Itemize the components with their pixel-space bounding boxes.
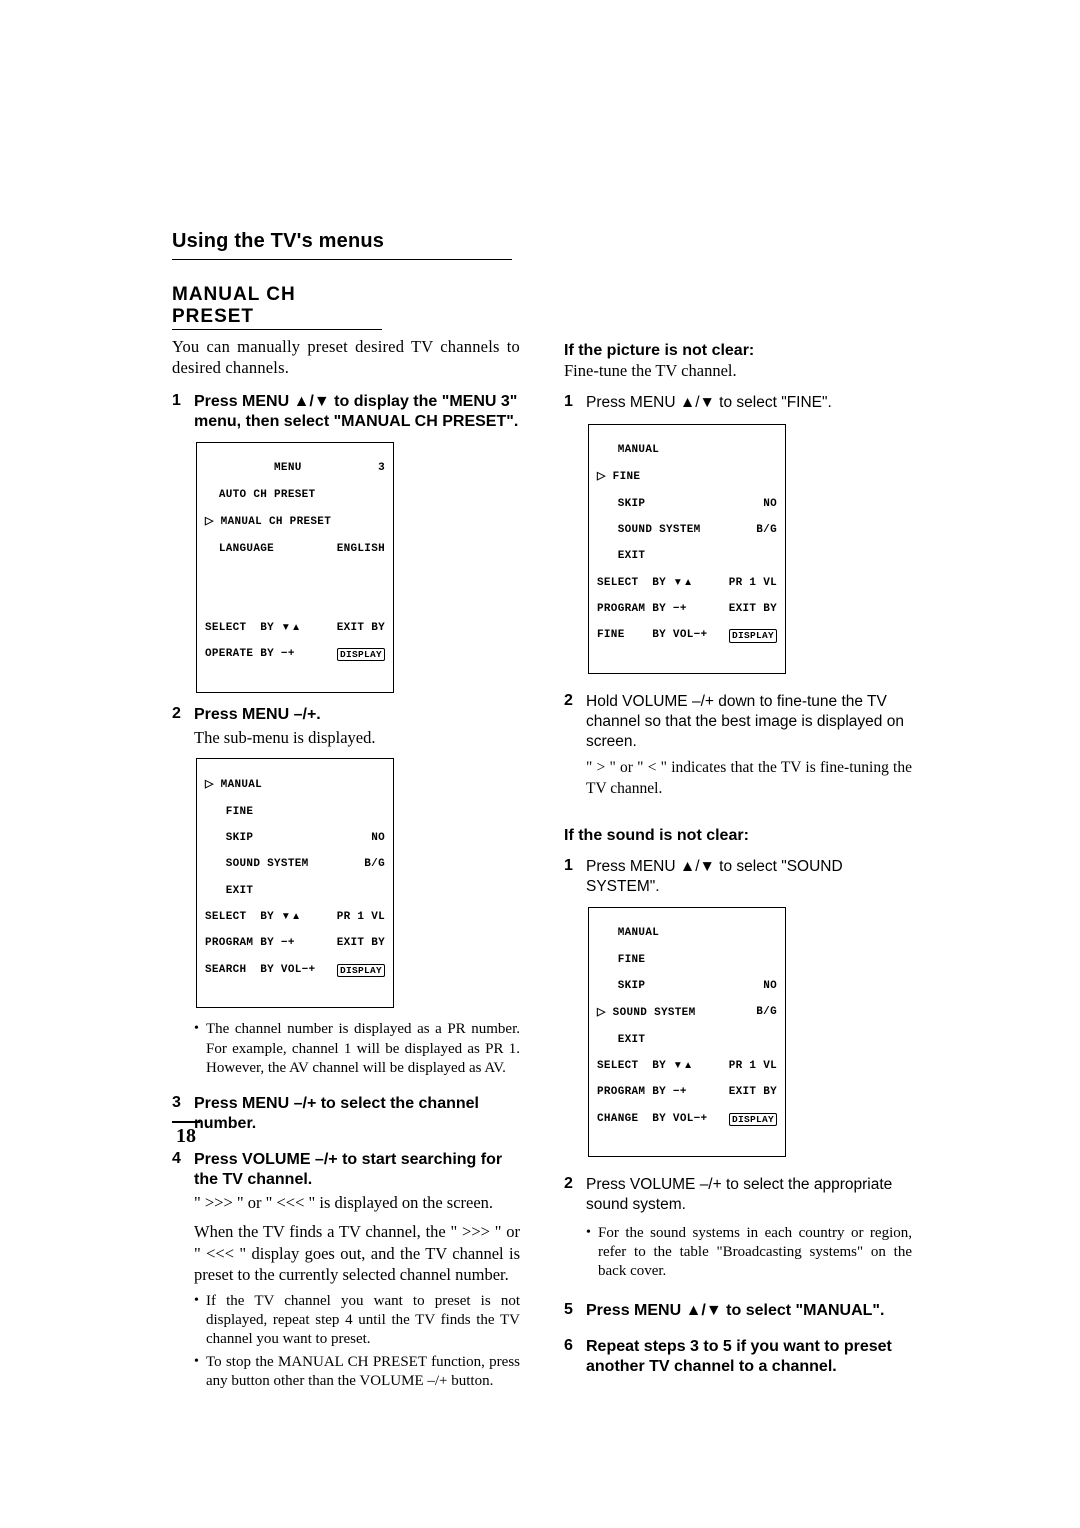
right-step-2b-text: " > " or " < " indicates that the TV is …	[586, 758, 912, 798]
section-title: Using the TV's menus	[172, 230, 512, 260]
step-4: 4 Press VOLUME –/+ to start searching fo…	[172, 1150, 520, 1396]
step-number: 4	[172, 1150, 194, 1396]
bullet-item: If the TV channel you want to preset is …	[194, 1292, 520, 1350]
osd-fine: MANUAL ▷ FINE SKIPNO SOUND SYSTEMB/G EXI…	[588, 424, 786, 674]
step-2-text: The sub-menu is displayed.	[194, 727, 520, 748]
right-step-2-text: Hold VOLUME –/+ down to fine-tune the TV…	[586, 692, 912, 752]
left-column: You can manually preset desired TV chann…	[172, 336, 520, 1406]
step-2: 2 Press MENU –/+. The sub-menu is displa…	[172, 705, 520, 748]
step-number: 5	[564, 1301, 586, 1321]
step-6-title: Repeat steps 3 to 5 if you want to prese…	[586, 1337, 912, 1377]
step-1: 1 Press MENU ▲/▼ to display the "MENU 3"…	[172, 392, 520, 432]
right-step-4: 2 Press VOLUME –/+ to select the appropr…	[564, 1175, 912, 1285]
manual-page: Using the TV's menus MANUAL CH PRESET Yo…	[0, 0, 1080, 1406]
right-step-4-text: Press VOLUME –/+ to select the appropria…	[586, 1175, 912, 1215]
bullet-item: To stop the MANUAL CH PRESET function, p…	[194, 1353, 520, 1391]
step-2-bullets: The channel number is displayed as a PR …	[194, 1020, 520, 1078]
right-step-4-bullets: For the sound systems in each country or…	[586, 1224, 912, 1282]
page-number: 18	[172, 1121, 200, 1148]
intro-text: You can manually preset desired TV chann…	[172, 336, 520, 378]
step-number: 6	[564, 1337, 586, 1377]
step-number: 2	[172, 705, 194, 748]
osd-sound-system: MANUAL FINE SKIPNO ▷ SOUND SYSTEMB/G EXI…	[588, 907, 786, 1157]
bullet-item: For the sound systems in each country or…	[586, 1224, 912, 1282]
step-number: 1	[564, 857, 586, 897]
step-number: 1	[564, 393, 586, 413]
picture-not-clear-text: Fine-tune the TV channel.	[564, 360, 912, 381]
step-5: 5 Press MENU ▲/▼ to select "MANUAL".	[564, 1301, 912, 1321]
step-4-bullets: If the TV channel you want to preset is …	[194, 1292, 520, 1392]
step-4-p1: " >>> " or " <<< " is displayed on the s…	[194, 1192, 520, 1213]
right-step-2: 2 Hold VOLUME –/+ down to fine-tune the …	[564, 692, 912, 799]
osd-menu-3: MENU3 AUTO CH PRESET ▷ MANUAL CH PRESET …	[196, 442, 394, 692]
step-3-title: Press MENU –/+ to select the channel num…	[194, 1094, 520, 1134]
step-1-title: Press MENU ▲/▼ to display the "MENU 3" m…	[194, 392, 520, 432]
main-heading: MANUAL CH PRESET	[172, 284, 382, 330]
step-4-p2: When the TV finds a TV channel, the " >>…	[194, 1221, 520, 1285]
bullet-item: The channel number is displayed as a PR …	[194, 1020, 520, 1078]
right-step-1: 1 Press MENU ▲/▼ to select "FINE".	[564, 393, 912, 413]
picture-not-clear-heading: If the picture is not clear:	[564, 342, 912, 360]
sound-not-clear-heading: If the sound is not clear:	[564, 827, 912, 845]
right-step-1-text: Press MENU ▲/▼ to select "FINE".	[586, 393, 912, 413]
step-4-title: Press VOLUME –/+ to start searching for …	[194, 1150, 520, 1190]
step-number: 2	[564, 1175, 586, 1285]
step-6: 6 Repeat steps 3 to 5 if you want to pre…	[564, 1337, 912, 1377]
step-2-title: Press MENU –/+.	[194, 705, 520, 725]
step-5-title: Press MENU ▲/▼ to select "MANUAL".	[586, 1301, 912, 1321]
osd-manual-submenu: ▷ MANUAL FINE SKIPNO SOUND SYSTEMB/G EXI…	[196, 758, 394, 1008]
right-column: If the picture is not clear: Fine-tune t…	[564, 336, 912, 1406]
step-number: 2	[564, 692, 586, 799]
right-step-3: 1 Press MENU ▲/▼ to select "SOUND SYSTEM…	[564, 857, 912, 897]
two-columns: You can manually preset desired TV chann…	[172, 336, 920, 1406]
right-step-3-text: Press MENU ▲/▼ to select "SOUND SYSTEM".	[586, 857, 912, 897]
step-3: 3 Press MENU –/+ to select the channel n…	[172, 1094, 520, 1134]
step-number: 1	[172, 392, 194, 432]
